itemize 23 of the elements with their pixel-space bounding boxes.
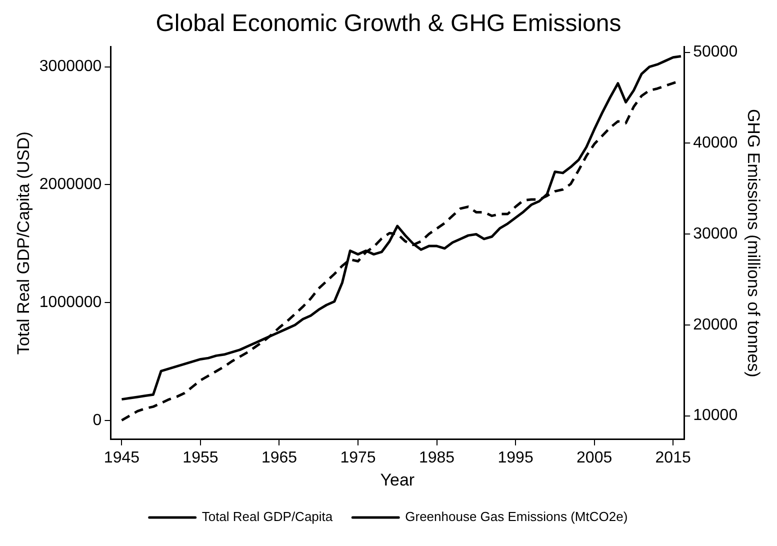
x-tick-label: 2015 (655, 449, 691, 466)
x-tick-label: 1975 (340, 449, 376, 466)
x-tick-label: 1955 (182, 449, 218, 466)
y-tick-label: 1000000 (39, 294, 102, 312)
x-tick-label: 2005 (576, 449, 612, 466)
legend-label: Greenhouse Gas Emissions (MtCO2e) (405, 509, 628, 524)
x-tick-label: 1995 (498, 449, 534, 466)
y2-tick-label: 30000 (693, 225, 738, 242)
y2-axis-title: GHG Emissions (millions of tonnes) (744, 108, 764, 378)
y-tick-label: 0 (92, 412, 102, 429)
y-tick-label: 3000000 (39, 58, 102, 76)
x-axis-title: Year (380, 470, 415, 490)
chart-title: Global Economic Growth & GHG Emissions (156, 10, 622, 38)
x-tick-label: 1965 (261, 449, 298, 466)
x-tick-label: 1945 (104, 449, 140, 466)
y2-tick-label: 50000 (693, 44, 738, 61)
y-axis-title: Total Real GDP/Capita (USD) (14, 132, 33, 355)
legend-label: Total Real GDP/Capita (202, 509, 334, 524)
y2-tick-label: 20000 (693, 316, 738, 334)
y-tick-label: 2000000 (39, 176, 102, 194)
y2-tick-label: 10000 (693, 407, 738, 424)
y2-tick-label: 40000 (693, 134, 738, 152)
x-tick-label: 1985 (418, 449, 455, 466)
